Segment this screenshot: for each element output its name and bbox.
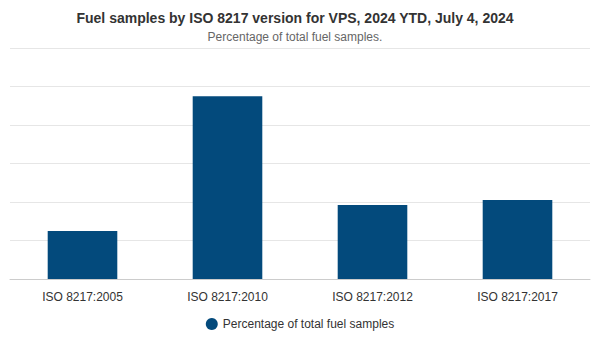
svg-text:Fuel samples by ISO 8217 versi: Fuel samples by ISO 8217 version for VPS… — [76, 10, 513, 26]
svg-text:ISO 8217:2005: ISO 8217:2005 — [42, 290, 123, 304]
svg-text:Percentage of total fuel sampl: Percentage of total fuel samples. — [208, 30, 383, 44]
svg-text:ISO 8217:2012: ISO 8217:2012 — [332, 290, 413, 304]
svg-text:ISO 8217:2017: ISO 8217:2017 — [477, 290, 558, 304]
svg-text:ISO 8217:2010: ISO 8217:2010 — [187, 290, 268, 304]
svg-text:Percentage of total fuel sampl: Percentage of total fuel samples — [223, 317, 394, 331]
